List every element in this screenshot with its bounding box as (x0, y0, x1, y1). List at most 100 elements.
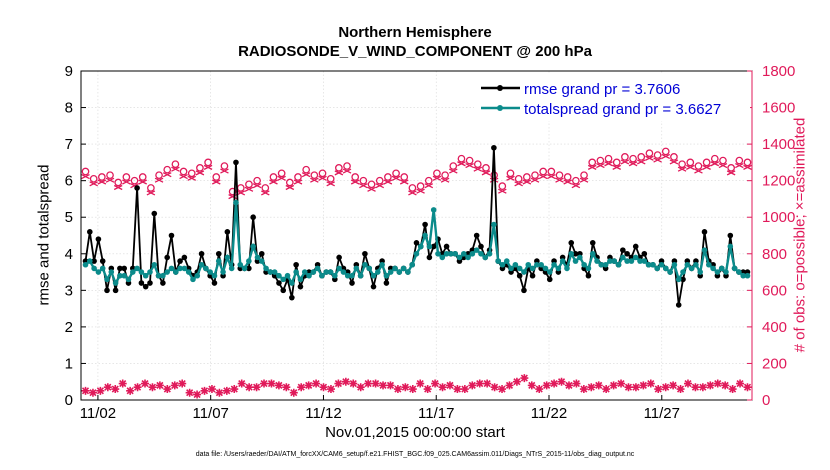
obs-possible-marker (432, 169, 442, 181)
totalspread-point (379, 261, 385, 268)
totalspread-point (744, 272, 751, 279)
totalspread-point (340, 269, 347, 275)
totalspread-point (706, 261, 712, 268)
obs-assimilated-marker (468, 381, 477, 390)
obs-assimilated-marker (371, 379, 380, 388)
totalspread-point (241, 265, 248, 272)
obs-possible-marker (277, 169, 286, 181)
obs-assimilated-marker (691, 383, 700, 392)
obs-possible-marker (514, 174, 523, 187)
totalspread-point (740, 272, 746, 279)
obs-possible-marker (334, 164, 344, 176)
totalspread-point (521, 269, 527, 275)
obs-assimilated-marker (587, 383, 596, 392)
obs-possible-circle (318, 169, 327, 178)
totalspread-point (486, 250, 493, 257)
totalspread-point (473, 247, 480, 253)
rmse-point (478, 243, 484, 250)
obs-possible-circle (572, 176, 580, 185)
totalspread-point (151, 261, 158, 268)
obs-assimilated-marker (698, 383, 707, 392)
rmse-point (641, 250, 648, 257)
x-tick-label: 11/12 (305, 405, 341, 422)
rmse-point (362, 250, 368, 257)
obs-assimilated-marker (193, 390, 202, 399)
obs-assimilated-marker (460, 385, 469, 394)
obs-possible-marker (636, 153, 646, 165)
obs-possible-cross (220, 168, 229, 174)
axes: 0 1 2 3 4 5 6 7 8 9 0 200 400 600 800 1000 1200 1400 1600 1… (65, 63, 796, 422)
y-tick-label: 3 (65, 282, 73, 299)
obs-assimilated-marker (111, 385, 120, 394)
obs-possible-cross (457, 161, 466, 167)
obs-possible-marker (596, 156, 605, 169)
obs-possible-circle (441, 171, 449, 180)
legend: rmse grand pr = 3.7606 totalspread grand … (474, 73, 750, 121)
obs-assimilated-marker (304, 381, 313, 390)
totalspread-point (155, 272, 162, 279)
obs-possible-marker (587, 158, 597, 170)
totalspread-point (499, 261, 506, 268)
y-right-tick-label: 1400 (762, 136, 795, 153)
obs-possible-marker (563, 173, 572, 185)
rmse-line (84, 147, 748, 306)
obs-possible-cross (391, 175, 401, 181)
obs-possible-circle (326, 174, 335, 183)
obs-possible-cross (498, 188, 507, 194)
obs-possible-cross (645, 155, 654, 161)
obs-possible-cross (105, 177, 115, 183)
totalspread-point (357, 272, 364, 279)
obs-possible-cross (179, 173, 188, 180)
totalspread-point (684, 261, 691, 268)
obs-possible-cross (604, 161, 613, 167)
totalspread-point (538, 261, 544, 268)
rmse-point (546, 276, 553, 283)
obs-possible-marker (367, 180, 376, 192)
totalspread-point (263, 265, 269, 272)
rmse-point (430, 243, 437, 250)
obs-possible-cross (113, 184, 123, 191)
obs-possible-marker (399, 173, 409, 185)
obs-assimilated-marker (178, 379, 187, 388)
obs-possible-cross (718, 162, 728, 169)
rmse-point (336, 254, 342, 261)
totalspread-point (332, 272, 338, 279)
obs-possible-marker (220, 162, 229, 174)
totalspread-point (654, 265, 661, 272)
obs-possible-marker (269, 173, 278, 185)
obs-possible-circle (433, 169, 441, 178)
x-tick-label: 11/02 (80, 405, 116, 422)
totalspread-point (465, 254, 471, 261)
obs-assimilated-marker (520, 374, 529, 383)
obs-possible-cross (171, 166, 180, 172)
totalspread-point (529, 265, 536, 272)
obs-assimilated-marker (736, 379, 745, 388)
obs-possible-cross (375, 183, 385, 189)
obs-possible-circle (204, 158, 212, 167)
totalspread-point (675, 276, 682, 283)
obs-assimilated-marker (542, 381, 551, 390)
legend-totalspread-label: totalspread grand pr = 3.6627 (524, 101, 721, 118)
rmse-point (568, 240, 575, 246)
rmse-point (104, 287, 110, 294)
obs-possible-marker (89, 174, 98, 187)
totalspread-point (491, 221, 497, 228)
obs-possible-circle (678, 160, 686, 169)
obs-possible-marker (391, 169, 401, 181)
obs-possible-marker (571, 176, 581, 189)
totalspread-point (224, 254, 231, 261)
obs-possible-cross (162, 172, 172, 178)
obs-assimilated-marker (490, 383, 499, 392)
obs-possible-marker (522, 173, 532, 185)
obs-possible-cross (440, 177, 450, 183)
obs-possible-circle (547, 167, 556, 176)
totalspread-point (602, 261, 609, 268)
obs-assimilated-marker (133, 383, 142, 392)
rmse-point (413, 240, 420, 246)
totalspread-point (667, 269, 673, 275)
obs-possible-cross (620, 159, 630, 165)
obs-possible-circle (220, 162, 229, 170)
obs-possible-marker (710, 154, 720, 167)
legend-rmse-marker (497, 85, 503, 91)
